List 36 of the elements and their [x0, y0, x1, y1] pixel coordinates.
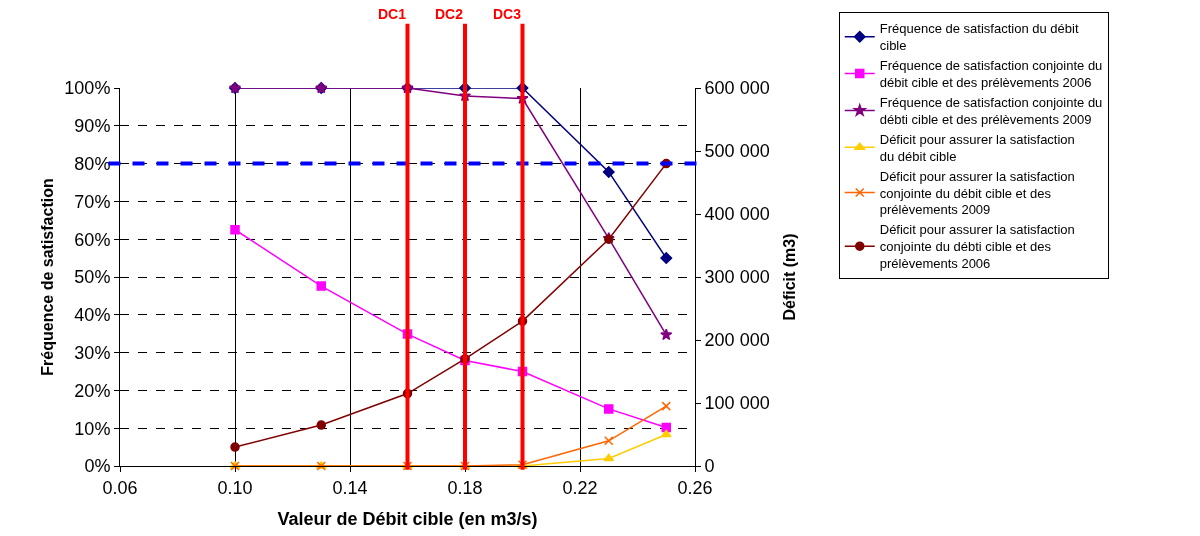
- y2-tick-label: 400 000: [704, 204, 770, 225]
- y-tick-label: 80%: [74, 153, 111, 174]
- y-tick-label: 30%: [74, 342, 111, 363]
- y2-axis-title: Déficit (m3): [781, 233, 799, 321]
- y-tick-label: 100%: [64, 78, 111, 99]
- x-tick-label: 0.22: [562, 477, 598, 498]
- y2-tick-label: 200 000: [704, 330, 770, 351]
- legend-label: Déficit pour assurer la satisfaction conjointe du débit cible et des prélèvements 2009: [879, 168, 1075, 218]
- legend-label: Fréquence de satisfaction du débit cible: [879, 21, 1079, 54]
- legend-label: Fréquence de satisfaction conjointe du débti cible et des prélèvements 2009: [879, 95, 1103, 127]
- y2-tick-label: 0: [704, 456, 715, 477]
- legend-label: Fréquence de satisfaction conjointe du débit cible et des prélèvements 2006: [879, 58, 1103, 91]
- x-axis-title: Valeur de Débit cible (en m3/s): [277, 508, 538, 529]
- legend-label: Déficit pour assurer la satisfaction du débit cible: [879, 131, 1075, 164]
- y-tick-label: 90%: [74, 116, 111, 137]
- y-axis-title: Fréquence de satisfaction: [39, 178, 57, 376]
- y2-tick-label: 100 000: [704, 393, 770, 414]
- y-tick-label: 60%: [74, 229, 111, 250]
- ref-line-label: DC2: [435, 6, 464, 22]
- y2-tick-label: 500 000: [704, 141, 770, 162]
- x-tick-label: 0.14: [332, 477, 368, 498]
- ref-line-label: DC1: [378, 6, 407, 22]
- x-tick-label: 0.18: [447, 477, 483, 498]
- y-tick-label: 0%: [84, 456, 111, 477]
- legend-label: Déficit pour assurer la satisfaction conjointe du débti cible et des prélèvements 2006: [879, 222, 1075, 272]
- y2-tick-label: 600 000: [704, 78, 770, 99]
- y-tick-label: 20%: [74, 380, 111, 401]
- y-tick-label: 70%: [74, 191, 111, 212]
- y-tick-label: 40%: [74, 305, 111, 326]
- x-tick-label: 0.10: [217, 477, 253, 498]
- y2-tick-label: 300 000: [704, 267, 770, 288]
- y-tick-label: 10%: [74, 418, 111, 439]
- y-tick-label: 50%: [74, 267, 111, 288]
- ref-line-label: DC3: [493, 6, 522, 22]
- x-tick-label: 0.06: [102, 477, 138, 498]
- x-tick-label: 0.26: [677, 477, 713, 498]
